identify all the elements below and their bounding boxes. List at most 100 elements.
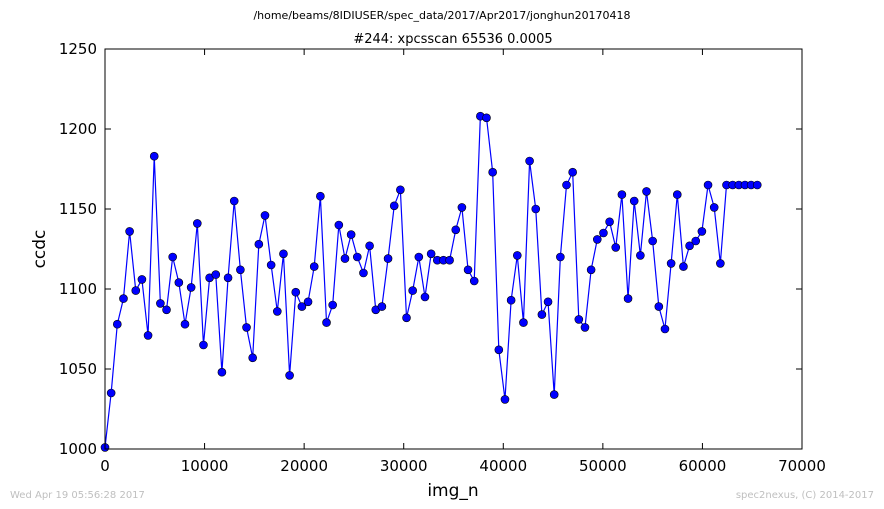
data-point: [229, 196, 239, 206]
data-point: [451, 225, 461, 235]
data-point: [697, 227, 707, 236]
data-point: [543, 297, 553, 307]
data-point: [279, 249, 288, 259]
data-point: [260, 211, 270, 220]
data-point: [180, 319, 190, 329]
data-point: [605, 217, 614, 227]
x-tick-label: 0: [100, 457, 110, 475]
data-point: [328, 300, 337, 310]
x-tick-label: 60000: [679, 457, 727, 475]
data-point: [340, 254, 350, 263]
data-point: [716, 259, 725, 268]
chart-title: #244: xpcsscan 65536 0.0005: [353, 32, 552, 47]
data-point: [174, 278, 184, 287]
data-point: [414, 252, 424, 262]
data-point: [143, 331, 153, 340]
data-point: [309, 262, 319, 271]
data-point: [660, 324, 670, 334]
data-point: [482, 113, 491, 123]
data-point: [519, 318, 528, 327]
chart-subtitle: /home/beams/8IDIUSER/spec_data/2017/Apr2…: [253, 9, 630, 22]
data-point: [592, 235, 602, 244]
data-point: [316, 191, 325, 201]
data-point: [125, 227, 134, 236]
data-point: [113, 319, 122, 329]
data-point: [562, 180, 571, 190]
data-point: [463, 265, 473, 275]
data-point: [254, 239, 264, 249]
data-point: [679, 262, 688, 271]
data-point: [685, 241, 694, 251]
data-point: [617, 190, 627, 199]
plot-frame: [104, 48, 803, 450]
data-point: [408, 286, 417, 295]
ticks-layer: 0 10000 20000 30000 40000 50000 60000 70000 1000…: [59, 40, 826, 475]
data-point: [574, 315, 584, 324]
data-point: [420, 292, 430, 302]
x-tick-label: 20000: [280, 457, 328, 475]
y-tick-label: 1100: [59, 280, 97, 298]
data-point: [346, 230, 356, 239]
data-point: [672, 190, 682, 199]
y-axis-label: ccdc: [30, 230, 50, 269]
data-point: [611, 243, 621, 252]
data-point: [469, 276, 479, 286]
data-point: [426, 249, 436, 259]
y-tick-label: 1050: [59, 360, 97, 378]
data-point: [272, 307, 282, 316]
data-point: [457, 203, 467, 212]
data-point: [691, 236, 701, 246]
data-layer: [100, 111, 762, 452]
data-point: [291, 287, 301, 297]
data-point: [580, 323, 590, 332]
data-point: [303, 297, 313, 307]
data-point: [525, 156, 534, 166]
x-tick-label: 50000: [579, 457, 627, 475]
data-point: [506, 295, 516, 305]
data-point: [383, 254, 393, 263]
data-point: [642, 187, 651, 196]
data-point: [137, 275, 147, 284]
data-point: [223, 273, 233, 283]
data-point: [586, 265, 596, 275]
data-point: [623, 294, 633, 303]
data-point: [599, 228, 608, 238]
data-point: [156, 299, 165, 308]
data-point: [709, 203, 719, 212]
data-point: [285, 371, 294, 380]
y-tick-label: 1150: [59, 200, 97, 218]
data-point: [211, 270, 221, 279]
data-point: [186, 283, 196, 292]
x-tick-label: 10000: [181, 457, 229, 475]
data-point: [297, 302, 307, 311]
data-point: [131, 286, 141, 295]
data-point: [248, 353, 257, 363]
data-point: [537, 310, 547, 319]
data-point: [334, 220, 344, 230]
data-point: [703, 180, 713, 190]
x-tick-label: 40000: [479, 457, 527, 475]
data-point: [217, 367, 227, 377]
data-point: [242, 323, 251, 332]
data-point: [389, 201, 399, 211]
data-point: [149, 151, 159, 161]
x-axis-label: img_n: [427, 481, 478, 501]
data-point: [168, 252, 177, 262]
data-point: [654, 302, 664, 311]
y-tick-label: 1000: [59, 440, 97, 458]
data-point: [629, 196, 639, 206]
footer-credit: spec2nexus, (C) 2014-2017: [736, 490, 874, 501]
data-point: [488, 167, 497, 177]
data-point: [494, 345, 504, 355]
data-point: [531, 204, 541, 214]
data-point: [636, 251, 645, 260]
data-point: [666, 259, 676, 268]
data-point: [359, 268, 368, 278]
data-point: [648, 236, 657, 246]
data-point: [162, 305, 171, 315]
data-point: [512, 251, 522, 260]
data-point: [556, 252, 565, 262]
data-point: [322, 318, 331, 327]
x-tick-label: 70000: [778, 457, 826, 475]
